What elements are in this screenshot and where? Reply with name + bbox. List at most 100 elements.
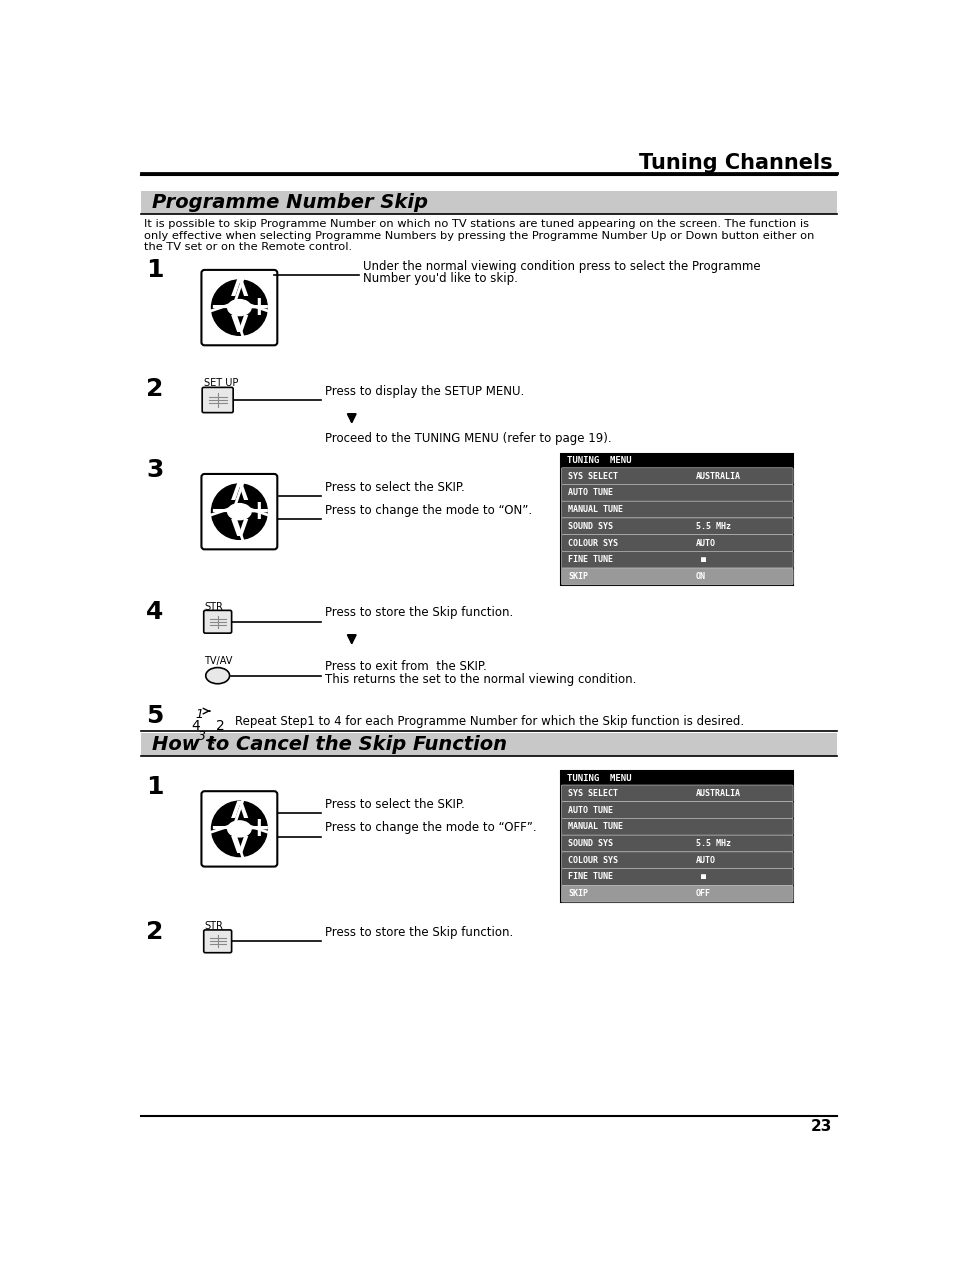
Text: −: − xyxy=(209,499,232,525)
FancyBboxPatch shape xyxy=(560,818,792,835)
Text: AUTO TUNE: AUTO TUNE xyxy=(567,489,613,498)
Text: OFF: OFF xyxy=(695,890,710,899)
Bar xyxy=(141,191,836,214)
FancyBboxPatch shape xyxy=(201,474,277,549)
Text: STR: STR xyxy=(204,602,223,612)
Text: How to Cancel the Skip Function: How to Cancel the Skip Function xyxy=(152,735,506,754)
Text: Press to store the Skip function.: Press to store the Skip function. xyxy=(324,925,513,940)
Text: SOUND SYS: SOUND SYS xyxy=(567,838,613,849)
FancyBboxPatch shape xyxy=(560,502,792,518)
Text: FINE TUNE: FINE TUNE xyxy=(567,873,613,882)
Text: Λ: Λ xyxy=(231,278,248,301)
Text: Press to display the SETUP MENU.: Press to display the SETUP MENU. xyxy=(324,385,523,398)
Text: Repeat Step1 to 4 for each Programme Number for which the Skip function is desir: Repeat Step1 to 4 for each Programme Num… xyxy=(235,714,744,727)
Bar xyxy=(562,454,682,467)
Bar xyxy=(562,771,682,785)
Text: AUTO TUNE: AUTO TUNE xyxy=(567,805,613,814)
Ellipse shape xyxy=(228,503,251,520)
Ellipse shape xyxy=(228,300,251,316)
Text: V: V xyxy=(231,518,248,541)
Circle shape xyxy=(212,484,267,539)
FancyBboxPatch shape xyxy=(560,886,792,902)
Text: SKIP: SKIP xyxy=(567,572,587,581)
Text: 2: 2 xyxy=(216,718,225,732)
Text: SYS SELECT: SYS SELECT xyxy=(567,788,618,797)
Text: It is possible to skip Programme Number on which no TV stations are tuned appear: It is possible to skip Programme Number … xyxy=(144,219,808,229)
Text: AUSTRALIA: AUSTRALIA xyxy=(695,471,740,480)
Text: Tuning Channels: Tuning Channels xyxy=(638,152,831,173)
Text: +: + xyxy=(247,294,270,320)
Text: MANUAL TUNE: MANUAL TUNE xyxy=(567,822,622,831)
Text: ■: ■ xyxy=(695,556,705,564)
Text: 1: 1 xyxy=(146,774,164,799)
Text: TUNING  MENU: TUNING MENU xyxy=(567,457,631,466)
Text: V: V xyxy=(231,836,248,859)
Text: STR: STR xyxy=(204,922,223,932)
FancyBboxPatch shape xyxy=(201,791,277,867)
Text: FINE TUNE: FINE TUNE xyxy=(567,556,613,564)
Text: ON: ON xyxy=(695,572,705,581)
Text: TUNING  MENU: TUNING MENU xyxy=(567,773,631,782)
FancyBboxPatch shape xyxy=(560,785,792,801)
FancyBboxPatch shape xyxy=(204,929,232,952)
Text: Λ: Λ xyxy=(231,800,248,823)
Text: V: V xyxy=(231,314,248,337)
Text: TV/AV: TV/AV xyxy=(204,655,233,666)
Text: SYS SELECT: SYS SELECT xyxy=(567,471,618,480)
FancyBboxPatch shape xyxy=(204,611,232,634)
FancyBboxPatch shape xyxy=(560,552,792,568)
Text: +: + xyxy=(247,815,270,842)
Text: Proceed to the TUNING MENU (refer to page 19).: Proceed to the TUNING MENU (refer to pag… xyxy=(324,433,611,445)
Circle shape xyxy=(212,801,267,856)
Text: AUSTRALIA: AUSTRALIA xyxy=(695,788,740,797)
FancyBboxPatch shape xyxy=(560,518,792,535)
Text: 1: 1 xyxy=(194,708,203,722)
Text: 5.5 MHz: 5.5 MHz xyxy=(695,522,730,531)
FancyBboxPatch shape xyxy=(560,869,792,886)
Text: −: − xyxy=(209,294,232,320)
Text: 2: 2 xyxy=(146,920,164,943)
Text: SET UP: SET UP xyxy=(204,379,238,388)
Text: the TV set or on the Remote control.: the TV set or on the Remote control. xyxy=(144,242,352,252)
Text: Under the normal viewing condition press to select the Programme: Under the normal viewing condition press… xyxy=(363,260,760,273)
Bar xyxy=(560,454,793,585)
Text: Press to store the Skip function.: Press to store the Skip function. xyxy=(324,607,513,620)
Text: Press to change the mode to “ON”.: Press to change the mode to “ON”. xyxy=(324,504,531,517)
Text: AUTO: AUTO xyxy=(695,856,715,865)
Text: ■: ■ xyxy=(695,873,705,882)
Text: Number you'd like to skip.: Number you'd like to skip. xyxy=(363,273,517,285)
Text: COLOUR SYS: COLOUR SYS xyxy=(567,856,618,865)
Text: AUTO: AUTO xyxy=(695,539,715,548)
Bar xyxy=(141,732,836,755)
Text: 4: 4 xyxy=(192,718,200,732)
Text: COLOUR SYS: COLOUR SYS xyxy=(567,539,618,548)
Text: 2: 2 xyxy=(146,376,164,401)
Text: 3: 3 xyxy=(146,458,164,481)
FancyBboxPatch shape xyxy=(560,852,792,869)
Ellipse shape xyxy=(228,820,251,837)
Text: 3: 3 xyxy=(198,730,206,742)
Text: 5: 5 xyxy=(146,704,164,728)
FancyBboxPatch shape xyxy=(202,388,233,412)
Text: SKIP: SKIP xyxy=(567,890,587,899)
Text: Press to select the SKIP.: Press to select the SKIP. xyxy=(324,481,464,494)
Text: Λ: Λ xyxy=(231,483,248,506)
Text: MANUAL TUNE: MANUAL TUNE xyxy=(567,506,622,515)
Text: Press to change the mode to “OFF”.: Press to change the mode to “OFF”. xyxy=(324,822,536,835)
FancyBboxPatch shape xyxy=(201,270,277,346)
Text: SOUND SYS: SOUND SYS xyxy=(567,522,613,531)
Ellipse shape xyxy=(206,668,230,684)
Text: Programme Number Skip: Programme Number Skip xyxy=(152,192,427,211)
Text: +: + xyxy=(247,499,270,525)
Bar xyxy=(560,771,793,902)
FancyBboxPatch shape xyxy=(560,835,792,852)
Text: −: − xyxy=(209,815,232,842)
Text: 23: 23 xyxy=(810,1120,831,1134)
Text: only effective when selecting Programme Numbers by pressing the Programme Number: only effective when selecting Programme … xyxy=(144,230,814,241)
Text: 5.5 MHz: 5.5 MHz xyxy=(695,838,730,849)
FancyBboxPatch shape xyxy=(560,568,792,585)
Text: Press to select the SKIP.: Press to select the SKIP. xyxy=(324,799,464,812)
Text: 4: 4 xyxy=(146,600,164,625)
FancyBboxPatch shape xyxy=(560,484,792,502)
Text: This returns the set to the normal viewing condition.: This returns the set to the normal viewi… xyxy=(324,673,636,686)
